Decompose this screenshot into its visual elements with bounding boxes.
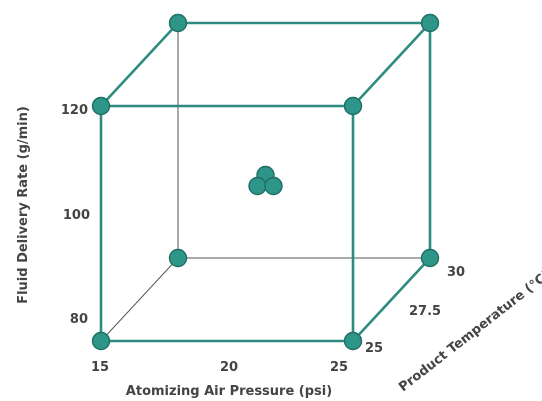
z-tick-25: 25 — [365, 341, 383, 356]
z-axis-title: Product Temperature (°C) — [396, 268, 542, 395]
edge-hidden-depth-bottom-left — [100, 257, 179, 342]
center-point-3 — [264, 176, 283, 196]
corner-point-3 — [91, 96, 111, 116]
corner-point-7 — [168, 13, 188, 33]
corner-point-6 — [420, 248, 440, 268]
axis-labels: 15 20 25 Atomizing Air Pressure (psi) 12… — [16, 103, 542, 399]
x-tick-15: 15 — [91, 360, 109, 375]
corner-point-1 — [91, 331, 111, 351]
x-tick-20: 20 — [220, 360, 238, 375]
corner-point-4 — [343, 96, 363, 116]
z-tick-27-5: 27.5 — [409, 304, 441, 319]
y-tick-100: 100 — [63, 208, 90, 223]
corner-point-5 — [168, 248, 188, 268]
y-tick-120: 120 — [61, 103, 88, 118]
edge-depth-top-left — [100, 22, 179, 107]
x-axis-title: Atomizing Air Pressure (psi) — [126, 384, 332, 399]
corner-point-2 — [343, 331, 363, 351]
z-tick-30: 30 — [447, 265, 465, 280]
y-axis-title: Fluid Delivery Rate (g/min) — [16, 106, 31, 304]
corner-point-8 — [420, 13, 440, 33]
design-points — [91, 13, 440, 351]
edge-depth-top-right — [352, 22, 431, 107]
center-point-2 — [248, 176, 267, 196]
cube-edges — [99, 21, 432, 343]
edge-depth-bottom-right — [352, 257, 431, 342]
y-tick-80: 80 — [70, 312, 88, 327]
x-tick-25: 25 — [330, 360, 348, 375]
